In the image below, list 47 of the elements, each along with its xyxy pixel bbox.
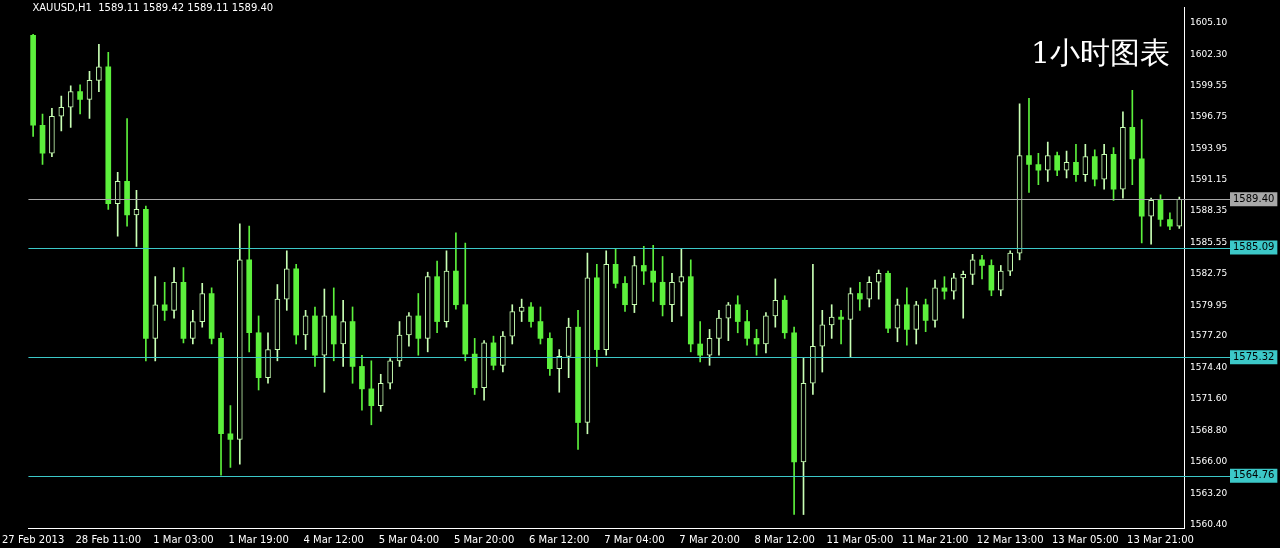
y-tick-label: 1571.60 (1190, 393, 1228, 404)
y-tick-label: 1593.95 (1190, 142, 1228, 153)
x-tick-label: 1 Mar 19:00 (228, 533, 289, 545)
x-tick-label: 13 Mar 21:00 (1127, 533, 1194, 545)
ref-line-label: 1575.32 (1233, 350, 1275, 362)
x-tick-label: 28 Feb 11:00 (75, 533, 142, 545)
candlestick (640, 246, 647, 285)
y-tick-label: 1568.80 (1190, 424, 1228, 435)
y-tick-label: 1560.40 (1190, 518, 1228, 529)
ref-line-label: 1589.40 (1233, 192, 1275, 204)
y-tick-label: 1579.95 (1190, 299, 1228, 310)
y-tick-label: 1585.55 (1190, 236, 1228, 247)
x-tick-label: 13 Mar 05:00 (1051, 533, 1119, 545)
x-tick-label: 5 Mar 04:00 (378, 533, 440, 545)
y-tick-label: 1605.10 (1190, 17, 1228, 28)
chart-title: XAUUSD,H1 1589.11 1589.42 1589.11 1589.40 (32, 1, 274, 13)
x-tick-label: 11 Mar 21:00 (901, 533, 969, 545)
y-tick-label: 1596.75 (1190, 111, 1228, 122)
x-tick-label: 6 Mar 12:00 (529, 533, 590, 545)
x-tick-label: 4 Mar 12:00 (303, 533, 364, 545)
candlestick (857, 281, 863, 311)
y-tick-label: 1566.00 (1190, 456, 1228, 467)
x-tick-label: 1 Mar 03:00 (153, 533, 214, 545)
candlestick (650, 244, 657, 302)
x-tick-label: 27 Feb 2013 (2, 533, 65, 545)
candlestick (828, 304, 835, 339)
candlestick (960, 270, 967, 319)
y-tick-label: 1591.15 (1190, 173, 1228, 184)
y-tick-label: 1577.20 (1190, 330, 1228, 341)
x-tick-label: 8 Mar 12:00 (754, 533, 815, 545)
y-tick-label: 1599.55 (1190, 79, 1228, 90)
x-tick-label: 5 Mar 20:00 (453, 533, 515, 545)
candlestick (838, 310, 844, 345)
x-tick-label: 7 Mar 04:00 (604, 533, 665, 545)
y-tick-label: 1602.30 (1190, 48, 1228, 59)
y-tick-label: 1588.35 (1190, 205, 1228, 216)
y-tick-label: 1574.40 (1190, 361, 1228, 372)
candlestick (979, 255, 985, 280)
x-tick-label: 7 Mar 20:00 (679, 533, 740, 545)
ref-line-label: 1564.76 (1233, 469, 1275, 481)
x-tick-label: 12 Mar 13:00 (976, 533, 1044, 545)
ref-line-label: 1585.09 (1233, 241, 1275, 253)
x-tick-label: 11 Mar 05:00 (826, 533, 894, 545)
annotation: 1小时图表 (1030, 34, 1170, 70)
candlestick (1026, 97, 1032, 193)
y-tick-label: 1563.20 (1190, 487, 1228, 498)
y-tick-label: 1582.75 (1190, 268, 1228, 279)
